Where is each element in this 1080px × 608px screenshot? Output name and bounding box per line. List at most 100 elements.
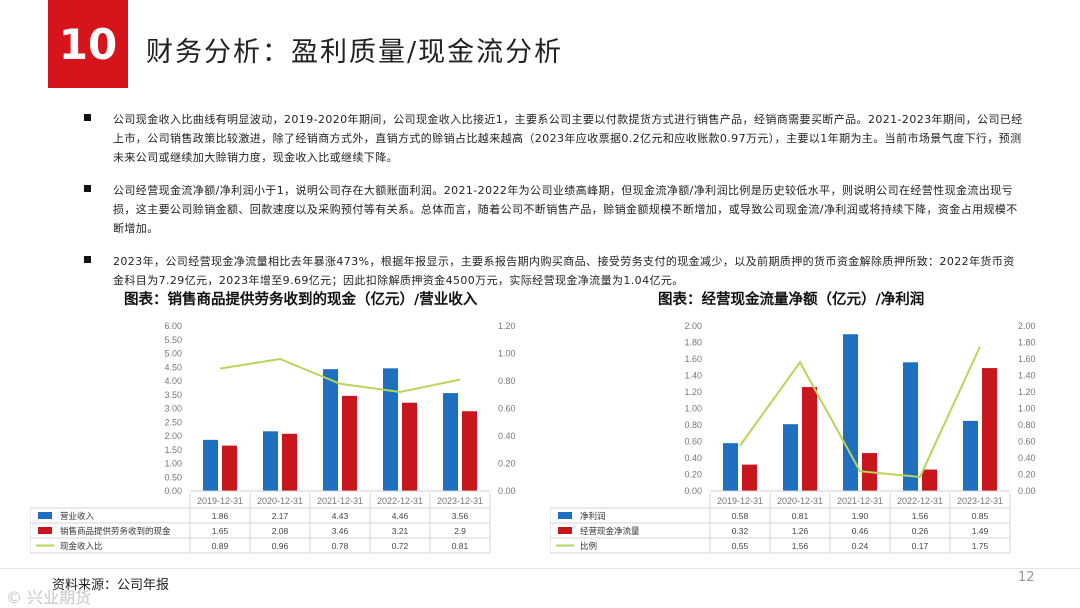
y-tick-label: 0.60 xyxy=(684,437,702,447)
legend-label: 经营现金净流量 xyxy=(580,526,640,536)
y2-tick-label: 1.00 xyxy=(1018,404,1036,414)
y2-tick-label: 1.80 xyxy=(1018,338,1036,348)
y2-tick-label: 1.00 xyxy=(498,349,516,359)
bullet-item: 公司经营现金流净额/净利润小于1，说明公司存在大额账面利润。2021-2022年… xyxy=(84,181,1024,238)
data-label: 4.46 xyxy=(392,511,409,521)
legend-swatch-净利润 xyxy=(558,512,572,519)
y2-tick-label: 1.20 xyxy=(1018,387,1036,397)
y-tick-label: 2.50 xyxy=(164,417,182,427)
y-tick-label: 6.00 xyxy=(164,321,182,331)
x-tick-label: 2022-12-31 xyxy=(377,496,423,506)
data-label: 1.90 xyxy=(852,511,869,521)
legend-label: 现金收入比 xyxy=(60,541,103,551)
bar-销售商品提供劳务收到的现金 xyxy=(462,411,477,491)
watermark-logo: © 兴业期货 xyxy=(6,588,92,607)
data-label: 0.24 xyxy=(852,541,869,551)
legend-label: 销售商品提供劳务收到的现金 xyxy=(60,526,171,536)
y2-tick-label: 0.40 xyxy=(498,431,516,441)
legend-label: 营业收入 xyxy=(60,511,95,521)
data-label: 0.72 xyxy=(392,541,409,551)
bar-净利润 xyxy=(963,420,978,491)
data-label: 3.21 xyxy=(392,526,409,536)
y2-tick-label: 0.40 xyxy=(1018,453,1036,463)
y2-tick-label: 1.40 xyxy=(1018,371,1036,381)
data-label: 1.49 xyxy=(972,526,989,536)
page-title: 财务分析：盈利质量/现金流分析 xyxy=(146,37,564,68)
page-number: 12 xyxy=(1018,570,1035,585)
y-tick-label: 3.00 xyxy=(164,404,182,414)
bar-销售商品提供劳务收到的现金 xyxy=(282,433,297,491)
chart-operating-cashflow: 0.00 0.20 0.40 0.60 0.80 1.00 1.20 1.40 1.60 1.80… xyxy=(550,321,1036,554)
bullet-text: 公司现金收入比曲线有明显波动，2019-2020年期间，公司现金收入比接近1，主… xyxy=(113,113,1023,164)
y2-tick-label: 0.60 xyxy=(1018,437,1036,447)
footer-divider xyxy=(0,568,1080,569)
bullet-item: 2023年，公司经营现金净流量相比去年暴涨473%，根据年报显示，主要系报告期内… xyxy=(84,252,1024,290)
data-label: 2.08 xyxy=(272,526,289,536)
y-tick-label: 1.60 xyxy=(684,354,702,364)
y-tick-label: 2.00 xyxy=(684,321,702,331)
y-tick-label: 1.00 xyxy=(164,459,182,469)
data-label: 1.26 xyxy=(792,526,809,536)
data-label: 0.81 xyxy=(452,541,469,551)
bar-经营现金净流量 xyxy=(982,368,997,491)
data-label: 0.85 xyxy=(972,511,989,521)
data-label: 3.56 xyxy=(452,511,469,521)
bullet-list: 公司现金收入比曲线有明显波动，2019-2020年期间，公司现金收入比接近1，主… xyxy=(84,110,1024,304)
y-tick-label: 1.20 xyxy=(684,387,702,397)
chart-cash-revenue: 0.00 0.50 1.00 1.50 2.00 2.50 3.00 3.50 4.00 4.50… xyxy=(30,321,516,554)
section-number: 10 xyxy=(48,0,128,88)
y-tick-label: 0.80 xyxy=(684,420,702,430)
bar-营业收入 xyxy=(383,368,398,491)
data-label: 0.58 xyxy=(732,511,749,521)
data-label: 4.43 xyxy=(332,511,349,521)
x-tick-label: 2022-12-31 xyxy=(897,496,943,506)
x-tick-label: 2023-12-31 xyxy=(957,496,1003,506)
x-tick-label: 2019-12-31 xyxy=(197,496,243,506)
bar-经营现金净流量 xyxy=(742,464,757,491)
bar-净利润 xyxy=(903,362,918,491)
bar-销售商品提供劳务收到的现金 xyxy=(222,445,237,491)
data-label: 0.96 xyxy=(272,541,289,551)
y2-tick-label: 0.20 xyxy=(1018,470,1036,480)
y-tick-label: 5.50 xyxy=(164,335,182,345)
x-tick-label: 2020-12-31 xyxy=(257,496,303,506)
y-tick-label: 1.00 xyxy=(684,404,702,414)
chart-title-left: 图表：销售商品提供劳务收到的现金（亿元）/营业收入 xyxy=(124,292,478,308)
data-label: 0.32 xyxy=(732,526,749,536)
data-label: 2.17 xyxy=(272,511,289,521)
x-tick-label: 2019-12-31 xyxy=(717,496,763,506)
y-tick-label: 3.50 xyxy=(164,390,182,400)
y2-tick-label: 0.20 xyxy=(498,459,516,469)
x-tick-label: 2021-12-31 xyxy=(837,496,883,506)
y-tick-label: 0.20 xyxy=(684,470,702,480)
x-tick-label: 2020-12-31 xyxy=(777,496,823,506)
bullet-square-icon xyxy=(84,114,91,121)
bullet-square-icon xyxy=(84,185,91,192)
y-tick-label: 0.00 xyxy=(164,486,182,496)
line-比例 xyxy=(739,346,981,479)
legend-swatch-经营现金净流量 xyxy=(558,527,572,534)
data-label: 2.9 xyxy=(454,526,466,536)
line-现金收入比 xyxy=(219,357,461,394)
y-tick-label: 1.50 xyxy=(164,445,182,455)
bar-营业收入 xyxy=(203,439,218,491)
x-tick-label: 2023-12-31 xyxy=(437,496,483,506)
legend-swatch-销售商品提供劳务收到的现金 xyxy=(38,527,52,534)
bar-销售商品提供劳务收到的现金 xyxy=(402,402,417,491)
bar-净利润 xyxy=(843,334,858,491)
y-tick-label: 5.00 xyxy=(164,349,182,359)
bullet-text: 2023年，公司经营现金净流量相比去年暴涨473%，根据年报显示，主要系报告期内… xyxy=(113,255,1015,287)
data-label: 0.89 xyxy=(212,541,229,551)
data-label: 1.56 xyxy=(912,511,929,521)
source-note: 资料来源：公司年报 xyxy=(52,578,170,593)
bullet-square-icon xyxy=(84,256,91,263)
data-label: 1.56 xyxy=(792,541,809,551)
legend-swatch-营业收入 xyxy=(38,512,52,519)
data-label: 1.65 xyxy=(212,526,229,536)
data-label: 0.81 xyxy=(792,511,809,521)
y2-tick-label: 0.00 xyxy=(1018,486,1036,496)
data-label: 3.46 xyxy=(332,526,349,536)
y-tick-label: 1.40 xyxy=(684,371,702,381)
y-tick-label: 4.00 xyxy=(164,376,182,386)
data-label: 0.26 xyxy=(912,526,929,536)
